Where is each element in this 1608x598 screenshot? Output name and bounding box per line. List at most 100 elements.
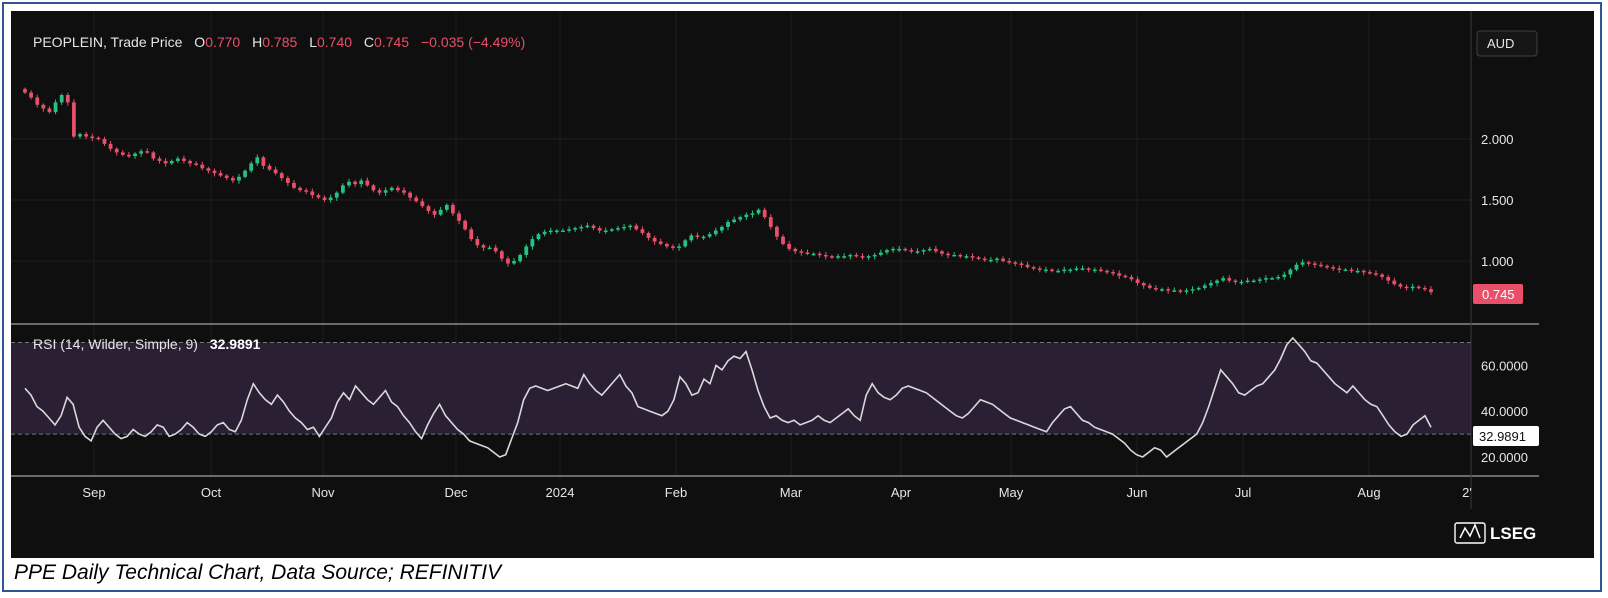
lseg-logo: LSEG xyxy=(1454,522,1536,544)
candle-body xyxy=(322,197,327,201)
candle-body xyxy=(1306,262,1311,264)
candle-body xyxy=(781,236,785,244)
candle-body xyxy=(1386,276,1391,281)
candle-body xyxy=(542,231,547,235)
candle-body xyxy=(842,256,847,258)
candle-body xyxy=(420,201,425,207)
candle-body xyxy=(1190,289,1195,291)
candle-body xyxy=(823,254,828,257)
rsi-tick-label: 60.0000 xyxy=(1481,358,1528,373)
candle-body xyxy=(1416,286,1421,289)
rsi-tick-label: 40.0000 xyxy=(1481,404,1528,419)
candle-body xyxy=(726,221,730,227)
candle-body xyxy=(279,173,284,179)
candle-body xyxy=(273,169,278,174)
candle-body xyxy=(506,258,510,264)
candle-body xyxy=(1337,268,1342,270)
price-tick-label: 2.000 xyxy=(1481,132,1514,147)
candle-body xyxy=(310,191,315,196)
candle-body xyxy=(169,160,174,164)
candle-body xyxy=(127,154,131,157)
candle-body xyxy=(1007,261,1012,263)
candle-body xyxy=(72,102,76,137)
candle-body xyxy=(102,138,107,144)
candle-body xyxy=(903,248,908,251)
candle-body xyxy=(1404,286,1409,289)
candle-body xyxy=(836,256,840,258)
candle-body xyxy=(408,192,413,198)
candle-body xyxy=(1233,280,1238,283)
candle-body xyxy=(658,241,663,244)
candle-body xyxy=(90,136,95,139)
candle-body xyxy=(1257,279,1262,281)
lseg-emblem-icon xyxy=(1454,522,1486,544)
candle-body xyxy=(182,158,186,161)
candle-body xyxy=(1209,283,1213,286)
candle-body xyxy=(151,152,156,159)
candle-body xyxy=(664,243,669,247)
candle-body xyxy=(762,209,767,218)
candle-body xyxy=(970,256,975,258)
candle-body xyxy=(805,252,810,255)
candle-body xyxy=(1325,265,1329,268)
candle-body xyxy=(145,151,150,153)
candle-body xyxy=(616,228,620,230)
time-tick-label: Dec xyxy=(444,485,468,500)
candle-body xyxy=(921,250,926,252)
candle-body xyxy=(353,181,357,185)
candle-body xyxy=(78,134,82,137)
candle-body xyxy=(212,170,217,174)
candle-body xyxy=(194,163,199,165)
candle-body xyxy=(1374,273,1378,275)
chart-panel: AUD PEOPLEIN, Trade Price O0.770 H0.785 … xyxy=(11,11,1594,558)
candle-body xyxy=(1050,269,1054,272)
currency-button[interactable] xyxy=(1476,30,1538,57)
candle-body xyxy=(603,230,608,233)
candle-body xyxy=(609,229,614,231)
candle-body xyxy=(1086,268,1091,270)
candle-body xyxy=(1349,269,1354,272)
candle-body xyxy=(561,230,565,233)
candle-body xyxy=(750,213,755,215)
candle-body xyxy=(35,97,40,105)
candle-body xyxy=(1080,268,1085,270)
time-axis: Sep Oct Nov Dec 2024 Feb Mar Apr May Jun Jul Aug 2' xyxy=(82,485,1471,500)
candle-body xyxy=(1343,269,1348,272)
candle-body xyxy=(426,206,431,212)
price-axis: 2.000 1.500 1.000 xyxy=(1481,132,1514,269)
candle-body xyxy=(1294,264,1299,270)
candle-body xyxy=(304,190,309,192)
price-tick-label: 1.500 xyxy=(1481,193,1514,208)
candle-body xyxy=(255,157,260,164)
candle-body xyxy=(1001,258,1005,262)
candle-body xyxy=(530,239,535,247)
candle-body xyxy=(1184,290,1189,292)
candle-body xyxy=(512,261,516,264)
candle-body xyxy=(1105,270,1109,273)
candle-body xyxy=(524,246,529,255)
candle-body xyxy=(359,180,364,185)
candle-body xyxy=(652,237,657,242)
candle-body xyxy=(1227,278,1232,281)
candle-body xyxy=(1062,269,1067,272)
candle-body xyxy=(96,137,101,140)
candle-body xyxy=(432,211,437,215)
rsi-legend: RSI (14, Wilder, Simple, 9) 32.9891 xyxy=(33,336,261,352)
candle-body xyxy=(646,232,651,238)
candle-body xyxy=(768,217,773,227)
candle-body xyxy=(866,256,871,258)
chart-background xyxy=(11,11,1594,558)
candle-body xyxy=(995,258,999,261)
candle-body xyxy=(340,185,345,193)
candle-body xyxy=(1398,284,1403,287)
candle-body xyxy=(634,225,639,230)
candle-body xyxy=(677,246,681,248)
candle-body xyxy=(457,213,461,221)
candle-body xyxy=(1380,274,1384,277)
candle-body xyxy=(444,204,449,210)
candle-body xyxy=(139,151,144,154)
candle-body xyxy=(292,182,296,188)
candle-body xyxy=(915,251,920,253)
candle-body xyxy=(1355,270,1360,273)
candle-body xyxy=(414,197,419,202)
